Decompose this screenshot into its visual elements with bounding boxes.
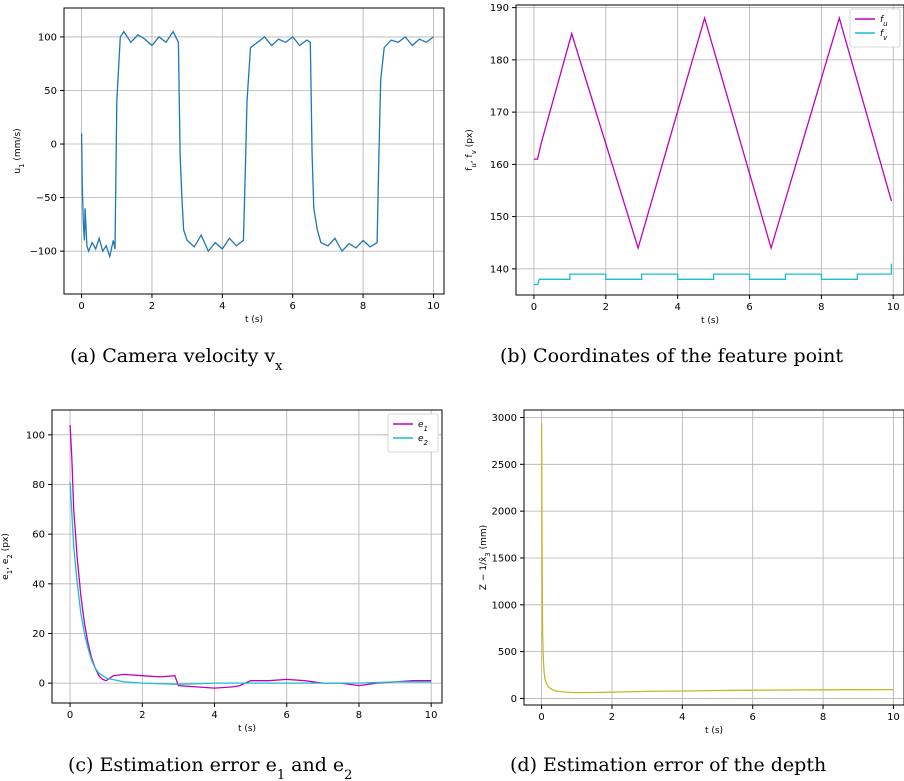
y-tick-label: 100 xyxy=(38,32,57,43)
y-tick-label: 50 xyxy=(44,86,57,97)
y-tick-label: 1500 xyxy=(492,553,517,564)
x-tick-label: 8 xyxy=(356,710,362,721)
y-tick-label: 1000 xyxy=(492,600,517,611)
y-tick-label: 2500 xyxy=(492,460,517,471)
caption: (a) Camera velocity vx xyxy=(70,345,283,374)
y-tick-label: 0 xyxy=(39,679,45,690)
x-tick-label: 6 xyxy=(746,302,752,313)
x-axis-label: t (s) xyxy=(245,315,263,325)
plot-frame xyxy=(51,409,443,704)
y-tick-label: −100 xyxy=(30,247,57,258)
x-tick-label: 4 xyxy=(219,301,225,312)
x-tick-label: 0 xyxy=(67,710,73,721)
y-tick-label: 140 xyxy=(490,264,509,275)
x-tick-label: 8 xyxy=(818,302,824,313)
y-tick-label: 0 xyxy=(51,140,57,151)
x-tick-label: 0 xyxy=(78,301,84,312)
x-tick-label: 8 xyxy=(820,712,826,723)
legend-box xyxy=(849,8,901,48)
x-tick-label: 10 xyxy=(887,712,900,723)
y-tick-label: 20 xyxy=(32,629,45,640)
plot-frame xyxy=(515,4,904,296)
x-tick-label: 2 xyxy=(609,712,615,723)
y-axis-label: u1 (mm/s) xyxy=(13,128,26,173)
x-tick-label: 0 xyxy=(538,712,544,723)
y-tick-label: 0 xyxy=(511,694,517,705)
chart-panel-d: 0 2 4 6 8 10 0 500 1000 1500 2000 2500 3000 t (s) Z − … xyxy=(478,409,904,776)
y-tick-label: 190 xyxy=(490,3,509,14)
legend-label-e_1: e1 xyxy=(418,420,428,433)
x-tick-label: 10 xyxy=(425,710,438,721)
x-tick-label: 6 xyxy=(284,710,290,721)
x-tick-label: 2 xyxy=(149,301,155,312)
caption: (b) Coordinates of the feature point xyxy=(500,345,843,367)
x-tick-label: 10 xyxy=(887,302,900,313)
legend-box xyxy=(387,413,439,453)
x-axis-label: t (s) xyxy=(238,724,256,734)
x-tick-label: 4 xyxy=(679,712,685,723)
series-line-f_v xyxy=(534,263,893,286)
x-tick-label: 2 xyxy=(139,710,145,721)
x-axis-label: t (s) xyxy=(705,726,723,736)
y-tick-label: 3000 xyxy=(492,413,517,424)
x-axis-label: t (s) xyxy=(701,316,719,326)
y-tick-label: 80 xyxy=(32,480,45,491)
y-axis-label: fu, fv (px) xyxy=(465,129,478,171)
series-line-e_2 xyxy=(69,481,432,686)
x-tick-label: 0 xyxy=(531,302,537,313)
y-tick-label: 100 xyxy=(26,430,45,441)
x-tick-label: 6 xyxy=(290,301,296,312)
plot-frame xyxy=(523,409,904,706)
y-tick-label: 500 xyxy=(498,647,517,658)
series-line-0 xyxy=(540,423,894,694)
x-tick-label: 8 xyxy=(360,301,366,312)
x-tick-label: 10 xyxy=(427,301,440,312)
x-tick-label: 6 xyxy=(750,712,756,723)
x-tick-label: 4 xyxy=(674,302,680,313)
y-tick-label: 180 xyxy=(490,55,509,66)
y-tick-label: 40 xyxy=(32,579,45,590)
plot-frame xyxy=(63,7,445,295)
series-line-f_u xyxy=(534,15,893,251)
y-tick-label: 170 xyxy=(490,108,509,119)
y-axis-label: e1, e2 (px) xyxy=(1,533,14,580)
chart-panel-a: 0 2 4 6 8 10 −100 −50 0 50 100 t (s) u1 (mm/s) (a) Ca… xyxy=(13,7,445,374)
legend-label-f_u: fu xyxy=(880,15,888,28)
legend-label-f_v: fv xyxy=(880,29,888,42)
y-tick-label: 60 xyxy=(32,530,45,541)
legend-label-e_2: e2 xyxy=(418,434,429,447)
chart-panel-b: 0 2 4 6 8 10 140 150 160 170 180 190 t (s) fu, fv (px… xyxy=(465,3,904,367)
y-tick-label: −50 xyxy=(36,193,57,204)
x-tick-label: 2 xyxy=(603,302,609,313)
x-tick-label: 4 xyxy=(211,710,217,721)
series-line-0 xyxy=(80,30,434,259)
caption: (c) Estimation error e1 and e2 xyxy=(68,754,352,781)
caption: (d) Estimation error of the depth xyxy=(510,754,826,776)
y-tick-label: 2000 xyxy=(492,507,517,518)
y-axis-label: Z − 1/x̂3 (mm) xyxy=(478,525,492,590)
y-tick-label: 150 xyxy=(490,212,509,223)
series-line-e_1 xyxy=(69,424,432,689)
y-tick-label: 160 xyxy=(490,160,509,171)
